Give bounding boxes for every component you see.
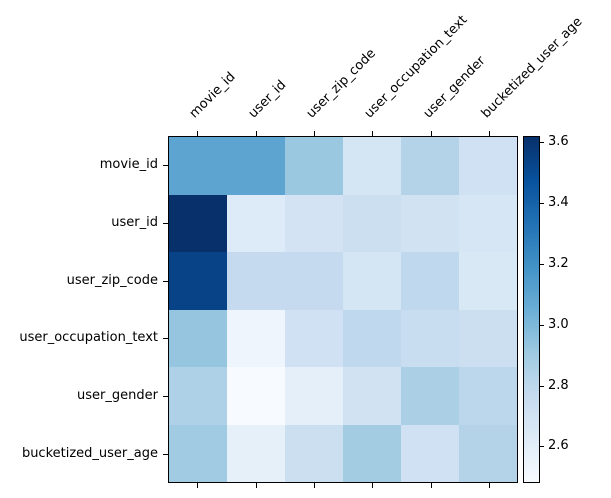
heatmap-cell bbox=[227, 252, 285, 310]
y-tick-mark bbox=[163, 396, 168, 398]
heatmap-cell bbox=[227, 424, 285, 482]
colorbar-tick-mark bbox=[540, 446, 544, 448]
heatmap-cell bbox=[169, 194, 227, 252]
heatmap-cell bbox=[227, 194, 285, 252]
x-tick-mark-bottom bbox=[313, 483, 315, 488]
y-tick-label: movie_id bbox=[99, 156, 158, 172]
colorbar-tick-label: 3.6 bbox=[548, 134, 569, 150]
x-tick-mark-top bbox=[430, 131, 432, 136]
heatmap-cell bbox=[285, 424, 343, 482]
heatmap-cell bbox=[169, 367, 227, 425]
colorbar-tick-label: 3.2 bbox=[548, 255, 569, 271]
heatmap-cell bbox=[401, 194, 459, 252]
x-tick-mark-top bbox=[255, 131, 257, 136]
heatmap-cell bbox=[343, 194, 401, 252]
x-tick-label: movie_id bbox=[186, 69, 239, 122]
x-tick-mark-bottom bbox=[488, 483, 490, 488]
heatmap-cell bbox=[401, 137, 459, 195]
y-tick-mark bbox=[163, 280, 168, 282]
y-tick-mark bbox=[163, 454, 168, 456]
heatmap-cell bbox=[285, 367, 343, 425]
heatmap-cell bbox=[285, 194, 343, 252]
heatmap-cell bbox=[459, 194, 517, 252]
colorbar-tick-label: 3.0 bbox=[548, 316, 569, 332]
y-tick-mark bbox=[163, 338, 168, 340]
colorbar-tick-mark bbox=[540, 263, 544, 265]
heatmap-cell bbox=[401, 424, 459, 482]
heatmap-cell bbox=[459, 424, 517, 482]
y-tick-label: user_occupation_text bbox=[19, 330, 158, 346]
heatmap-cell bbox=[343, 309, 401, 367]
y-tick-mark bbox=[163, 222, 168, 224]
heatmap-cell bbox=[169, 424, 227, 482]
heatmap-cell bbox=[169, 309, 227, 367]
x-tick-mark-top bbox=[197, 131, 199, 136]
heatmap-cell bbox=[401, 309, 459, 367]
heatmap-cell bbox=[459, 309, 517, 367]
heatmap-cell bbox=[285, 309, 343, 367]
heatmap-cell bbox=[169, 137, 227, 195]
y-tick-label: user_id bbox=[111, 214, 158, 230]
colorbar-tick-label: 2.6 bbox=[548, 438, 569, 454]
x-tick-mark-bottom bbox=[430, 483, 432, 488]
heatmap-cell bbox=[343, 137, 401, 195]
heatmap-cell bbox=[401, 367, 459, 425]
heatmap-cell bbox=[227, 309, 285, 367]
heatmap-cell bbox=[343, 424, 401, 482]
colorbar-tick-label: 3.4 bbox=[548, 194, 569, 210]
heatmap-cell bbox=[227, 367, 285, 425]
y-tick-mark bbox=[163, 164, 168, 166]
x-tick-mark-top bbox=[313, 131, 315, 136]
heatmap-cell bbox=[343, 252, 401, 310]
heatmap-cell bbox=[169, 252, 227, 310]
y-tick-label: user_gender bbox=[77, 388, 158, 404]
x-tick-mark-bottom bbox=[372, 483, 374, 488]
colorbar-tick-mark bbox=[540, 324, 544, 326]
heatmap-cell bbox=[459, 137, 517, 195]
x-tick-mark-top bbox=[372, 131, 374, 136]
heatmap-cell bbox=[459, 367, 517, 425]
heatmap-cell bbox=[343, 367, 401, 425]
colorbar-tick-label: 2.8 bbox=[548, 377, 569, 393]
heatmap-cell bbox=[459, 252, 517, 310]
colorbar-tick-mark bbox=[540, 142, 544, 144]
x-tick-mark-bottom bbox=[255, 483, 257, 488]
heatmap-grid bbox=[168, 136, 518, 483]
x-tick-label: user_id bbox=[245, 77, 289, 122]
colorbar-tick-mark bbox=[540, 202, 544, 204]
heatmap-cell bbox=[285, 252, 343, 310]
y-tick-label: bucketized_user_age bbox=[21, 446, 158, 462]
colorbar bbox=[523, 136, 540, 483]
x-tick-label: bucketized_user_age bbox=[478, 14, 586, 122]
x-tick-label: user_occupation_text bbox=[361, 12, 471, 122]
colorbar-tick-mark bbox=[540, 385, 544, 387]
heatmap-cell bbox=[285, 137, 343, 195]
heatmap-cell bbox=[227, 137, 285, 195]
heatmap-cell bbox=[401, 252, 459, 310]
x-tick-mark-top bbox=[488, 131, 490, 136]
x-tick-mark-bottom bbox=[197, 483, 199, 488]
y-tick-label: user_zip_code bbox=[66, 272, 158, 288]
